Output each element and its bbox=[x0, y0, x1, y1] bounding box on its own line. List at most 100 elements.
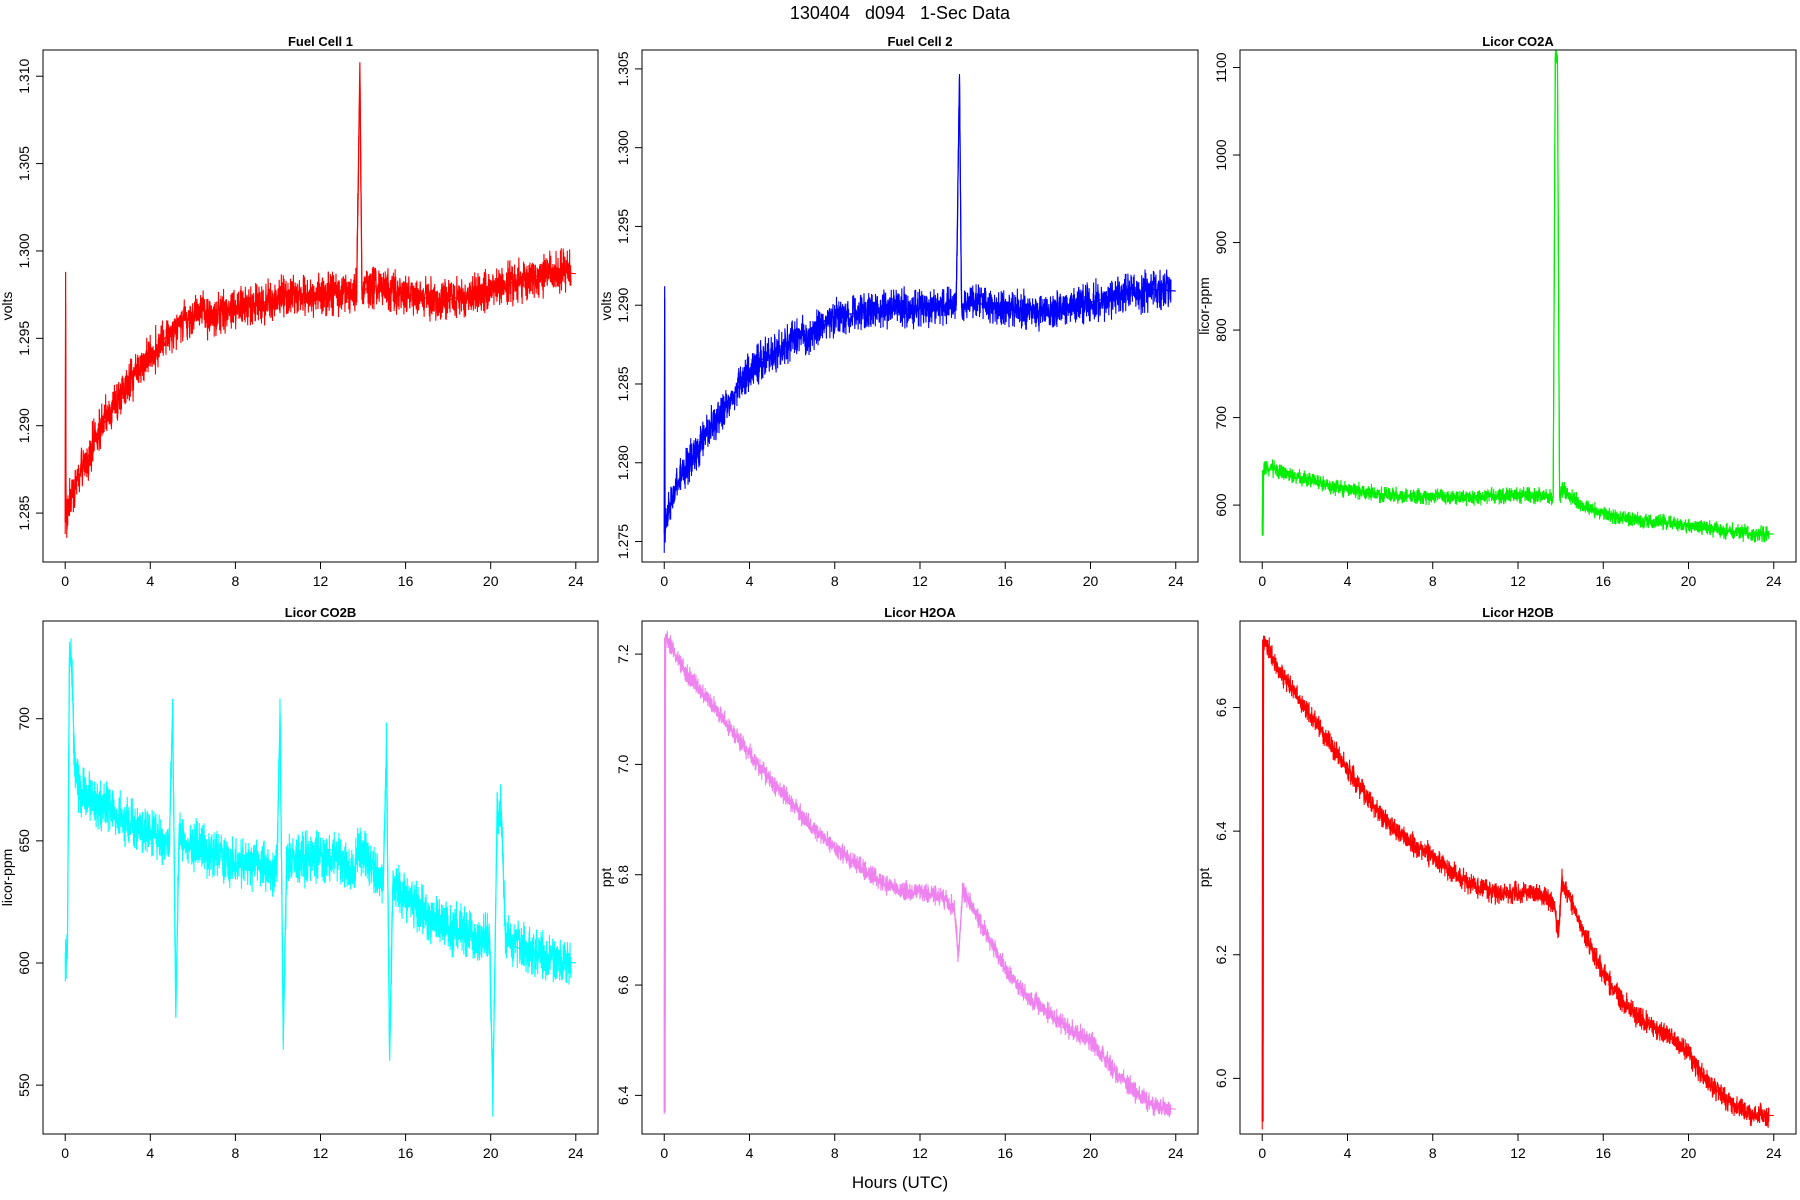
series-trend bbox=[65, 657, 576, 1103]
x-tick-label: 12 bbox=[912, 573, 928, 589]
y-axis-label: volts bbox=[598, 292, 614, 321]
y-tick-label: 900 bbox=[1213, 231, 1229, 255]
y-tick-label: 700 bbox=[16, 707, 32, 731]
series-line bbox=[1261, 50, 1770, 543]
x-tick-label: 4 bbox=[746, 573, 754, 589]
y-tick-label: 1.290 bbox=[16, 408, 32, 443]
panel-title: Fuel Cell 1 bbox=[288, 34, 353, 49]
x-tick-label: 0 bbox=[1258, 1145, 1266, 1161]
y-tick-label: 600 bbox=[16, 951, 32, 975]
y-tick-label: 6.4 bbox=[615, 1085, 631, 1105]
x-tick-label: 20 bbox=[1083, 1145, 1099, 1161]
series-line bbox=[663, 630, 1172, 1118]
x-tick-label: 4 bbox=[746, 1145, 754, 1161]
x-tick-label: 4 bbox=[1344, 1145, 1352, 1161]
x-tick-label: 24 bbox=[1168, 1145, 1184, 1161]
y-tick-label: 1.285 bbox=[615, 366, 631, 401]
x-tick-label: 16 bbox=[997, 1145, 1013, 1161]
x-tick-label: 20 bbox=[1681, 573, 1697, 589]
y-tick-label: 1.295 bbox=[615, 209, 631, 244]
x-tick-label: 0 bbox=[1258, 573, 1266, 589]
y-tick-label: 6.0 bbox=[1213, 1068, 1229, 1088]
x-tick-label: 16 bbox=[398, 573, 414, 589]
series-line bbox=[64, 76, 572, 538]
y-tick-label: 1100 bbox=[1213, 52, 1229, 82]
y-tick-label: 7.0 bbox=[615, 754, 631, 774]
y-tick-label: 1.300 bbox=[615, 130, 631, 165]
x-tick-label: 24 bbox=[1168, 573, 1184, 589]
plot-frame bbox=[641, 620, 1199, 1135]
x-tick-label: 20 bbox=[1083, 573, 1099, 589]
x-tick-label: 12 bbox=[313, 573, 329, 589]
panel-licor-h2ob: Licor H2OB ppt 0 4 8 12 16 20 24 6.0 6.2 6.4 6.6 bbox=[1196, 605, 1797, 1161]
x-tick-label: 0 bbox=[660, 1145, 668, 1161]
y-tick-label: 700 bbox=[1213, 406, 1229, 430]
panel-licor-co2b: Licor CO2B licor-ppm 0 4 8 12 16 20 24 550 600 650 7… bbox=[0, 605, 599, 1161]
x-tick-label: 4 bbox=[146, 573, 154, 589]
panels: Fuel Cell 1 volts 0 4 8 12 16 20 24 1.285 1.290 1.2… bbox=[0, 34, 1797, 1161]
y-axis-label: ppt bbox=[1196, 868, 1212, 888]
x-tick-label: 0 bbox=[61, 573, 69, 589]
y-tick-label: 6.4 bbox=[1213, 821, 1229, 841]
y-tick-label: 1.285 bbox=[16, 495, 32, 530]
y-axis-label: licor-ppm bbox=[0, 849, 15, 907]
x-tick-label: 24 bbox=[1766, 1145, 1782, 1161]
series-trend bbox=[1261, 56, 1774, 536]
panel-licor-h2oa: Licor H2OA ppt 0 4 8 12 16 20 24 6.4 6.6 6.8 7.0 7.2 bbox=[598, 605, 1199, 1161]
x-tick-label: 24 bbox=[568, 1145, 584, 1161]
y-tick-label: 1.305 bbox=[16, 146, 32, 181]
y-tick-label: 1.295 bbox=[16, 321, 32, 356]
x-tick-label: 12 bbox=[912, 1145, 928, 1161]
x-tick-label: 8 bbox=[232, 573, 240, 589]
x-tick-label: 8 bbox=[1429, 573, 1437, 589]
series-line bbox=[1261, 635, 1770, 1130]
series-trend bbox=[1261, 639, 1774, 1122]
series-line bbox=[663, 74, 1172, 553]
y-axis-label: ppt bbox=[598, 868, 614, 888]
panel-licor-co2a: Licor CO2A licor-ppm 0 4 8 12 16 20 24 600 700 800 9… bbox=[1196, 34, 1797, 589]
y-axis-label: volts bbox=[0, 292, 15, 321]
series-line bbox=[64, 638, 572, 1117]
panel-title: Fuel Cell 2 bbox=[887, 34, 952, 49]
x-tick-label: 20 bbox=[483, 1145, 499, 1161]
x-tick-label: 4 bbox=[1344, 573, 1352, 589]
y-tick-label: 1.310 bbox=[16, 58, 32, 93]
series-trend bbox=[663, 76, 1176, 534]
y-tick-label: 650 bbox=[16, 829, 32, 853]
y-tick-label: 7.2 bbox=[615, 644, 631, 664]
x-tick-label: 16 bbox=[997, 573, 1013, 589]
x-tick-label: 24 bbox=[568, 573, 584, 589]
x-axis-label: Hours (UTC) bbox=[852, 1173, 948, 1192]
series-trend bbox=[663, 635, 1176, 1112]
y-tick-label: 550 bbox=[16, 1073, 32, 1097]
y-tick-label: 1.280 bbox=[615, 445, 631, 480]
x-tick-label: 24 bbox=[1766, 573, 1782, 589]
y-tick-label: 6.2 bbox=[1213, 945, 1229, 965]
x-tick-label: 16 bbox=[1595, 1145, 1611, 1161]
page-title: 130404 d094 1-Sec Data bbox=[790, 3, 1011, 23]
x-tick-label: 8 bbox=[831, 573, 839, 589]
x-tick-label: 16 bbox=[1595, 573, 1611, 589]
panel-fuel-cell-1: Fuel Cell 1 volts 0 4 8 12 16 20 24 1.285 1.290 1.2… bbox=[0, 34, 599, 589]
y-axis-label: licor-ppm bbox=[1196, 277, 1212, 335]
plot-frame bbox=[1239, 620, 1797, 1135]
x-tick-label: 4 bbox=[146, 1145, 154, 1161]
series-trend bbox=[64, 62, 576, 523]
x-tick-label: 8 bbox=[1429, 1145, 1437, 1161]
x-tick-label: 20 bbox=[483, 573, 499, 589]
x-tick-label: 12 bbox=[1510, 1145, 1526, 1161]
plot-frame bbox=[42, 620, 599, 1135]
x-tick-label: 0 bbox=[660, 573, 668, 589]
y-tick-label: 6.8 bbox=[615, 865, 631, 885]
x-tick-label: 20 bbox=[1681, 1145, 1697, 1161]
x-tick-label: 12 bbox=[1510, 573, 1526, 589]
y-tick-label: 1000 bbox=[1213, 139, 1229, 170]
panel-title: Licor CO2B bbox=[285, 605, 357, 620]
panel-fuel-cell-2: Fuel Cell 2 volts 0 4 8 12 16 20 24 1.275 1.280 1.2… bbox=[598, 34, 1199, 589]
x-tick-label: 16 bbox=[398, 1145, 414, 1161]
x-tick-label: 8 bbox=[232, 1145, 240, 1161]
y-tick-label: 6.6 bbox=[1213, 698, 1229, 718]
panel-title: Licor CO2A bbox=[1482, 34, 1554, 49]
y-tick-label: 1.290 bbox=[615, 287, 631, 322]
